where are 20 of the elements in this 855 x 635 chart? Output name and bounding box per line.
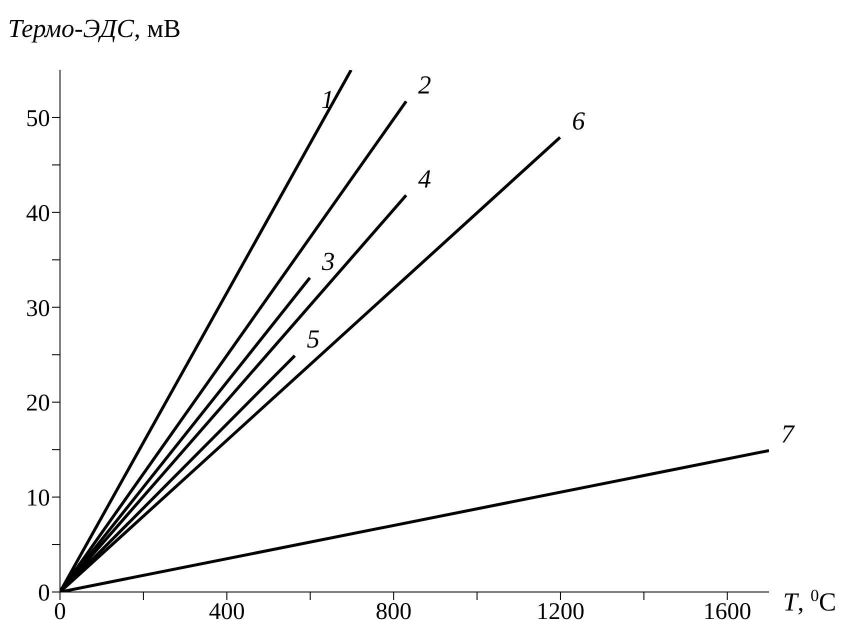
series-label: 4 — [418, 164, 432, 194]
y-tick-label: 50 — [26, 106, 50, 132]
x-tick-label: 0 — [54, 599, 66, 626]
x-axis-title: T, $^{0}$C — [783, 586, 836, 617]
series-label: 3 — [320, 246, 335, 276]
series-label: 1 — [321, 85, 334, 114]
series-label: 7 — [781, 420, 795, 449]
series-label: 2 — [418, 70, 432, 100]
y-tick-label: 40 — [26, 200, 50, 227]
y-axis-title: Термо-ЭДС, мВ — [8, 14, 181, 43]
y-tick-label: 0 — [38, 580, 50, 607]
x-tick-label: 1200 — [536, 599, 584, 626]
x-tick-label: 1600 — [703, 599, 752, 626]
y-tick-label: 30 — [26, 296, 50, 322]
x-tick-label: 400 — [208, 599, 245, 626]
series-label: 5 — [306, 324, 320, 354]
y-tick-label: 10 — [26, 486, 50, 512]
series-label: 6 — [572, 106, 586, 136]
x-tick-label: 800 — [376, 599, 412, 626]
y-tick-label: 20 — [26, 390, 50, 417]
